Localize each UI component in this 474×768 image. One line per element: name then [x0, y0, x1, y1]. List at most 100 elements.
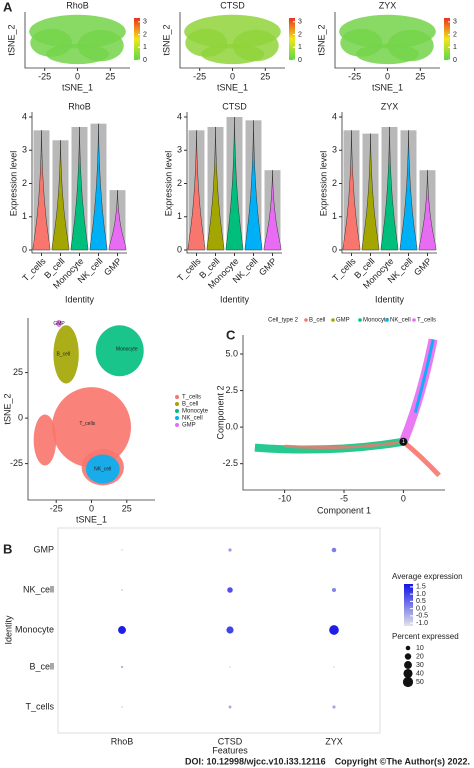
y-tick-label: 0	[22, 244, 27, 254]
legend-label: NK_cell	[182, 416, 203, 422]
legend-swatch	[175, 402, 179, 406]
dot	[331, 547, 337, 553]
colorbar	[134, 18, 140, 60]
y-tick-label: 1	[332, 211, 337, 221]
x-axis-label: tSNE_1	[217, 82, 248, 92]
cell-cluster	[33, 414, 57, 466]
cell-cluster	[51, 387, 132, 468]
dot	[227, 587, 233, 593]
y-axis-label: Component 2	[215, 385, 225, 439]
y-tick-label: 2	[332, 178, 337, 188]
legend-title: Percent expressed	[392, 632, 459, 641]
branch-point-label: 1	[402, 439, 405, 445]
axis	[186, 112, 282, 254]
x-tick-label: T_cells	[175, 256, 203, 284]
legend-label: B_cell	[309, 318, 325, 324]
x-tick-label: -25	[50, 503, 63, 513]
x-tick-label: 25	[260, 71, 270, 81]
legend-swatch	[358, 318, 362, 322]
x-axis-label: tSNE_1	[372, 82, 403, 92]
x-tick-label: 25	[105, 71, 115, 81]
violin	[206, 126, 225, 251]
x-axis-label: Component 1	[317, 505, 371, 515]
y-tick-label: Monocyte	[15, 624, 54, 634]
violin	[32, 130, 51, 251]
y-tick-label: 3	[22, 145, 27, 155]
y-tick-label: 0	[18, 412, 23, 422]
legend-label: GMP	[336, 318, 350, 324]
panel-label: C	[226, 327, 236, 342]
colorbar-tick-label: 0.5	[416, 598, 426, 605]
axis	[179, 12, 285, 69]
axis	[31, 112, 127, 254]
colorbar	[444, 18, 450, 60]
legend-swatch	[385, 318, 389, 322]
dot	[333, 666, 335, 668]
colorbar-tick-label: 0	[298, 57, 302, 64]
dot	[121, 706, 123, 708]
violin	[70, 126, 89, 251]
legend-label: T_cells	[417, 318, 436, 324]
dot	[120, 665, 124, 669]
legend-label: B_cell	[182, 402, 198, 408]
y-tick-label: 2.5	[225, 385, 238, 395]
x-tick-label: 0	[401, 493, 406, 503]
branch	[401, 439, 441, 478]
colorbar-tick-label: 1	[143, 44, 147, 51]
legend-swatch	[175, 409, 179, 413]
x-axis-label: Identity	[65, 294, 95, 304]
dot	[332, 705, 336, 709]
x-tick-label: ZYX	[325, 736, 343, 746]
dot	[121, 589, 123, 591]
y-axis-label: Identity	[3, 615, 13, 645]
cell-cluster	[85, 454, 120, 484]
legend-label: GMP	[182, 423, 196, 429]
y-tick-label: 0	[332, 244, 337, 254]
y-tick-label: 1	[177, 211, 182, 221]
chart-title: RhoB	[66, 0, 89, 10]
x-tick-label: 0	[385, 71, 390, 81]
y-tick-label: 0	[177, 244, 182, 254]
x-tick-label: CTSD	[218, 736, 243, 746]
cell-cluster	[53, 325, 79, 384]
colorbar-tick-label: 3	[298, 19, 302, 26]
y-axis-label: tSNE_2	[161, 24, 171, 55]
violin	[342, 130, 361, 251]
x-tick-label: 0	[75, 71, 80, 81]
dot	[229, 666, 231, 668]
size-legend-dot	[405, 645, 411, 651]
y-axis-label: Expression level	[318, 151, 328, 217]
x-axis-label: tSNE_1	[62, 82, 93, 92]
violin	[108, 190, 127, 251]
legend-label: NK_cell	[390, 318, 411, 324]
x-tick-label: 0	[89, 503, 94, 513]
doi: DOI: 10.12998/wjcc.v10.i33.12116	[185, 756, 326, 766]
branch	[284, 440, 404, 450]
cell-cloud	[356, 43, 419, 65]
branch-point	[399, 437, 408, 446]
cluster-label: NK_cell	[94, 466, 111, 472]
legend-swatch	[304, 318, 308, 322]
dot	[121, 549, 123, 551]
x-axis-label: Identity	[375, 294, 405, 304]
violin	[380, 126, 399, 251]
y-axis-label: Expression level	[163, 151, 173, 217]
chart-title: CTSD	[222, 101, 247, 111]
size-legend-label: 10	[416, 645, 424, 652]
colorbar-tick-label: -0.5	[416, 613, 428, 620]
colorbar-tick-label: 3	[453, 19, 457, 26]
y-tick-label: -2.5	[222, 458, 238, 468]
cell-cluster	[95, 325, 144, 377]
violin	[263, 170, 282, 251]
cluster-label: B_cell	[56, 352, 70, 358]
legend-swatch	[175, 423, 179, 427]
legend-title: Cell_type 2	[268, 318, 299, 324]
y-tick-label: GMP	[33, 544, 54, 554]
colorbar-tick-label: 2	[298, 31, 302, 38]
y-tick-label: 3	[177, 145, 182, 155]
y-tick-label: 3	[332, 145, 337, 155]
dot	[228, 548, 232, 552]
x-tick-label: T_cells	[330, 256, 358, 284]
violin	[418, 170, 437, 251]
cell-cloud	[46, 43, 109, 65]
